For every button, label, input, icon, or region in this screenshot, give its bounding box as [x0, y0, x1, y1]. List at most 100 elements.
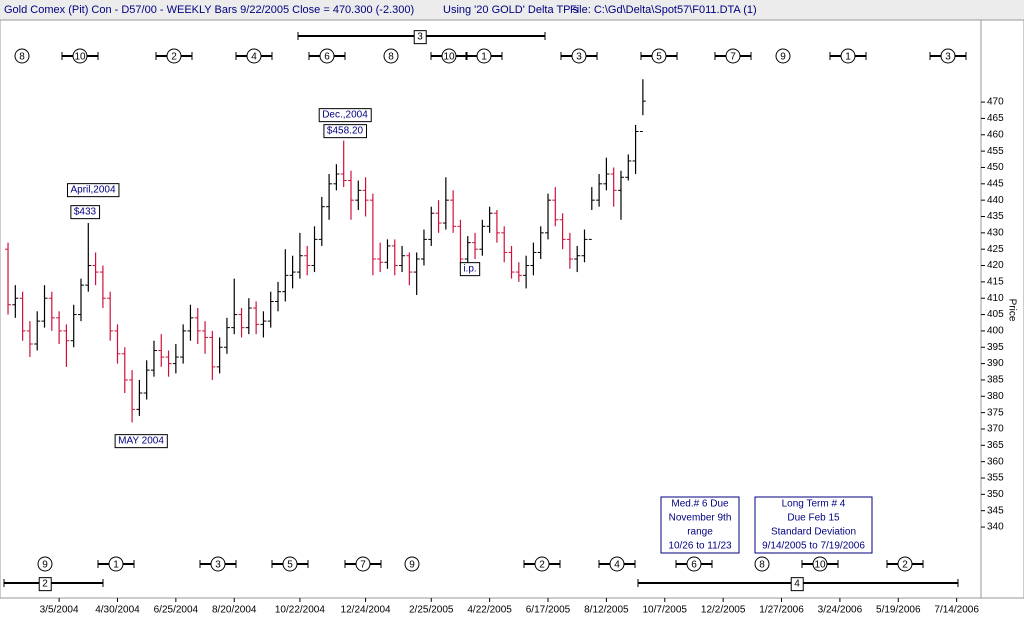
- y-tick-label: 375: [987, 407, 1004, 418]
- long-cycle-box: [790, 577, 804, 592]
- top-cycle-circle: [940, 48, 956, 64]
- annotation-box: [66, 183, 120, 198]
- top-cycle: 10: [74, 52, 86, 63]
- y-tick-label: 450: [987, 162, 1004, 173]
- long-cycle: 4: [794, 579, 800, 590]
- header-title: Gold Comex (Pit) Con - D57/00 - WEEKLY B…: [4, 4, 414, 16]
- bottom-cycle: 10: [814, 560, 826, 571]
- y-tick-label: 435: [987, 211, 1004, 222]
- top-cycle: 3: [945, 52, 951, 63]
- bottom-cycle-circle: [812, 556, 828, 572]
- x-tick-label: 6/17/2005: [526, 605, 571, 616]
- bottom-cycle: 4: [614, 560, 620, 571]
- top-cycle: 5: [656, 52, 662, 63]
- long-cycle-box: [413, 30, 427, 45]
- note-line: Long Term # 4: [782, 499, 846, 510]
- bottom-cycle-circle: [686, 556, 702, 572]
- top-cycle: 6: [324, 52, 330, 63]
- y-tick-label: 370: [987, 424, 1004, 435]
- y-tick-label: 470: [987, 97, 1004, 108]
- bottom-cycle-circle: [37, 556, 53, 572]
- long-cycle: 3: [417, 32, 423, 43]
- bottom-cycle: 1: [113, 560, 119, 571]
- annotation-box: [70, 205, 101, 220]
- y-tick-label: 425: [987, 244, 1004, 255]
- note-box: [754, 496, 873, 554]
- y-tick-label: 405: [987, 309, 1004, 320]
- y-tick-label: 455: [987, 146, 1004, 157]
- long-cycle: 2: [42, 579, 48, 590]
- top-cycle-circle: [383, 48, 399, 64]
- x-tick-label: 6/25/2004: [154, 605, 199, 616]
- x-tick-label: 10/7/2005: [643, 605, 688, 616]
- bottom-cycle: 6: [691, 560, 697, 571]
- y-tick-label: 340: [987, 522, 1004, 533]
- note-line: Med.# 6 Due: [671, 499, 729, 510]
- note-line: 9/14/2005 to 7/19/2006: [762, 541, 865, 552]
- top-cycle-circle: [571, 48, 587, 64]
- top-cycle: 8: [388, 52, 394, 63]
- bottom-cycle-circle: [534, 556, 550, 572]
- note-line: November 9th: [669, 513, 732, 524]
- annotation: Dec.,2004: [322, 110, 368, 121]
- y-axis-area: [980, 19, 1024, 599]
- top-cycle-circle: [651, 48, 667, 64]
- y-tick-label: 460: [987, 129, 1004, 140]
- annotation-box: [459, 262, 481, 277]
- top-cycle-circle: [476, 48, 492, 64]
- top-cycle-circle: [166, 48, 182, 64]
- x-tick-label: 8/12/2005: [584, 605, 629, 616]
- top-cycle-circle: [14, 48, 30, 64]
- x-tick-label: 4/30/2004: [95, 605, 140, 616]
- top-cycle: 3: [576, 52, 582, 63]
- top-cycle-circle: [775, 48, 791, 64]
- note-line: Standard Deviation: [771, 527, 856, 538]
- top-cycle-circle: [246, 48, 262, 64]
- annotation-box: [323, 124, 368, 139]
- header-file: File: C:\Gd\Delta\Spot57\F011.DTA (1): [570, 4, 757, 16]
- bottom-cycle-circle: [609, 556, 625, 572]
- bottom-cycle: 9: [42, 560, 48, 571]
- annotation: $433: [74, 207, 97, 218]
- bottom-cycle-circle: [754, 556, 770, 572]
- y-tick-label: 395: [987, 342, 1004, 353]
- x-tick-label: 10/22/2004: [275, 605, 325, 616]
- y-tick-label: 390: [987, 358, 1004, 369]
- note-line: range: [687, 527, 713, 538]
- note-line: 10/26 to 11/23: [668, 541, 732, 552]
- bottom-cycle-circle: [897, 556, 913, 572]
- header-bar: [0, 0, 1024, 20]
- bottom-cycle: 2: [902, 560, 908, 571]
- x-tick-label: 12/24/2004: [341, 605, 391, 616]
- x-tick-label: 12/2/2005: [701, 605, 746, 616]
- bottom-cycle: 7: [360, 560, 366, 571]
- bottom-cycle: 5: [287, 560, 293, 571]
- y-tick-label: 350: [987, 489, 1004, 500]
- x-tick-label: 8/20/2004: [212, 605, 257, 616]
- y-tick-label: 415: [987, 277, 1004, 288]
- bottom-cycle-circle: [210, 556, 226, 572]
- top-cycle: 4: [251, 52, 257, 63]
- annotation: $458.20: [327, 126, 364, 137]
- note-line: Due Feb 15: [787, 513, 840, 524]
- y-tick-label: 345: [987, 505, 1004, 516]
- x-tick-label: 4/22/2005: [467, 605, 512, 616]
- long-cycle-box: [38, 577, 52, 592]
- annotation: i.p.: [463, 264, 476, 275]
- bottom-cycle-circle: [108, 556, 124, 572]
- y-tick-label: 365: [987, 440, 1004, 451]
- top-cycle: 9: [780, 52, 786, 63]
- top-cycle: 2: [171, 52, 177, 63]
- y-tick-label: 445: [987, 178, 1004, 189]
- bottom-cycle: 8: [759, 560, 765, 571]
- top-cycle-circle: [840, 48, 856, 64]
- annotation-box: [318, 108, 372, 123]
- y-tick-label: 430: [987, 227, 1004, 238]
- top-cycle: 7: [730, 52, 736, 63]
- note-box: [660, 496, 740, 554]
- top-cycle: 1: [845, 52, 851, 63]
- top-cycle-circle: [72, 48, 88, 64]
- bottom-cycle: 9: [409, 560, 415, 571]
- y-tick-label: 355: [987, 473, 1004, 484]
